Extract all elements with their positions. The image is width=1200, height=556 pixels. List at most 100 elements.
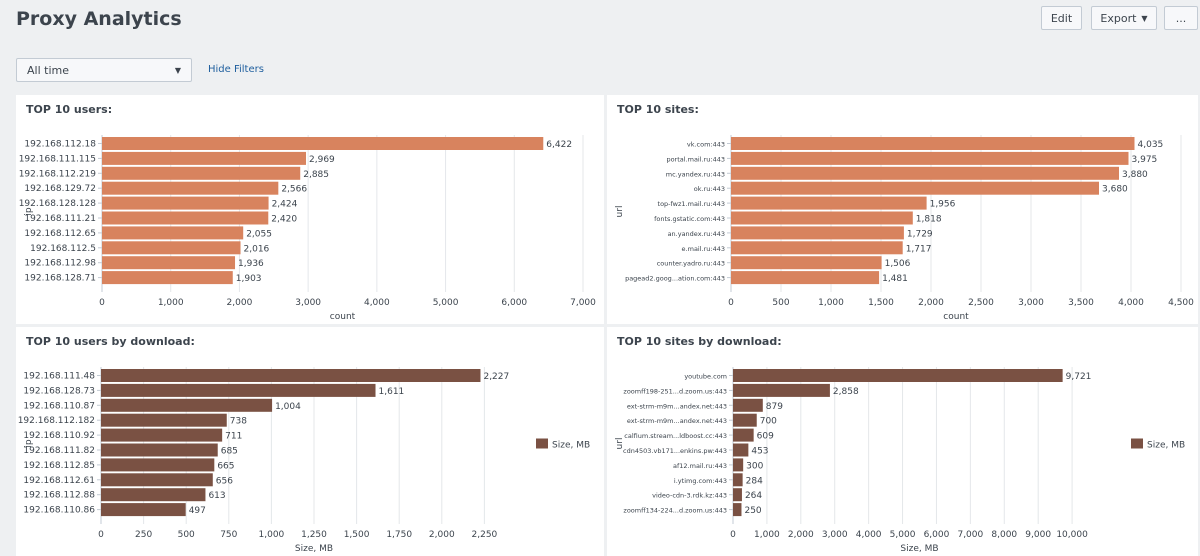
tick-label: 6,000 <box>501 298 527 308</box>
category-label: 192.168.112.85 <box>23 461 95 471</box>
tick-label: 2,000 <box>918 298 944 308</box>
category-label: ext-strm-m9m...andex.net:443 <box>627 402 727 410</box>
y-axis-title: url <box>615 438 625 450</box>
tick-label: 3,000 <box>822 530 848 540</box>
chart-top-users-download: 0 250 500 750 1,000 1,250 1,500 1,750 2,000 2,250… <box>18 367 590 554</box>
chart-bar <box>731 151 1129 165</box>
panel-title: TOP 10 users: <box>26 103 113 116</box>
tick-label: 2,000 <box>788 530 814 540</box>
edit-button-label: Edit <box>1050 11 1073 25</box>
category-label: 192.168.112.65 <box>24 229 96 239</box>
chart-bar <box>731 181 1099 195</box>
chart-bar <box>733 458 744 472</box>
panel-title: TOP 10 sites: <box>617 103 699 116</box>
category-label: ok.ru:443 <box>694 185 725 193</box>
time-range-value: All time <box>27 63 69 77</box>
chart-bar <box>733 488 742 502</box>
chart-bar <box>102 151 307 165</box>
legend-swatch <box>536 438 548 449</box>
data-label: 1,956 <box>930 200 956 210</box>
data-label: 1,729 <box>907 229 933 239</box>
chart-bar <box>101 458 215 472</box>
category-label: zoomff198-251...d.zoom.us:443 <box>623 387 727 395</box>
category-label: video-cdn-3.rdk.kz:443 <box>652 492 727 500</box>
tick-label: 9,000 <box>1025 530 1051 540</box>
caret-down-icon: ▼ <box>1141 13 1148 23</box>
chart-bar <box>101 443 218 457</box>
data-label: 1,903 <box>236 274 262 284</box>
data-label: 300 <box>746 461 763 471</box>
data-label: 1,717 <box>906 244 932 254</box>
data-label: 685 <box>221 447 238 457</box>
chart-bar <box>733 369 1063 382</box>
category-label: 192.168.112.88 <box>23 491 95 501</box>
tick-label: 4,000 <box>364 298 390 308</box>
category-label: 192.168.111.115 <box>19 154 96 164</box>
chart-bar <box>733 443 749 457</box>
data-label: 3,680 <box>1102 185 1128 195</box>
data-label: 2,424 <box>272 200 298 210</box>
x-axis-title: count <box>943 312 969 322</box>
chart-top-sites: 0 500 1,000 1,500 2,000 2,500 3,000 3,500 4,000 4… <box>615 135 1194 322</box>
data-label: 250 <box>744 506 761 516</box>
y-axis-title: url <box>615 206 625 218</box>
tick-label: 2,000 <box>227 298 253 308</box>
data-label: 656 <box>216 476 233 486</box>
data-label: 1,936 <box>238 259 264 269</box>
tick-label: 2,000 <box>429 530 455 540</box>
tick-label: 1,000 <box>259 530 285 540</box>
chart-bar <box>731 226 904 240</box>
chart-bar <box>731 137 1135 150</box>
data-label: 2,420 <box>271 215 297 225</box>
data-label: 609 <box>757 432 774 442</box>
data-label: 497 <box>189 506 206 516</box>
time-range-select[interactable]: All time ▼ <box>16 58 192 82</box>
category-label: 192.168.128.73 <box>23 386 95 396</box>
data-label: 665 <box>217 461 234 471</box>
data-label: 4,035 <box>1138 140 1164 150</box>
category-label: 192.168.110.86 <box>23 506 95 516</box>
x-axis-title: Size, MB <box>295 544 333 554</box>
data-label: 284 <box>746 476 763 486</box>
chart-bar <box>101 428 223 442</box>
data-label: 9,721 <box>1066 372 1092 382</box>
category-label: ext-strm-m9m...andex.net:443 <box>627 417 727 425</box>
tick-label: 2,500 <box>968 298 994 308</box>
category-label: fonts.gstatic.com:443 <box>654 215 725 223</box>
tick-label: 1,000 <box>754 530 780 540</box>
export-button-label: Export <box>1100 11 1137 25</box>
tick-label: 0 <box>99 298 105 308</box>
data-label: 2,858 <box>833 387 859 397</box>
export-button[interactable]: Export ▼ <box>1091 6 1157 30</box>
data-label: 613 <box>208 491 225 501</box>
chart-bar <box>731 211 913 225</box>
tick-label: 4,000 <box>856 530 882 540</box>
tick-label: 0 <box>98 530 104 540</box>
data-label: 1,818 <box>916 215 942 225</box>
tick-label: 7,000 <box>957 530 983 540</box>
hide-filters-link[interactable]: Hide Filters <box>208 64 264 75</box>
data-label: 2,969 <box>309 155 335 165</box>
more-button[interactable]: ... <box>1164 6 1198 30</box>
data-label: 2,227 <box>483 372 509 382</box>
edit-button[interactable]: Edit <box>1041 6 1082 30</box>
chart-top-sites-download: 0 1,000 2,000 3,000 4,000 5,000 6,000 7,000 8,00… <box>615 367 1185 554</box>
category-label: e.mail.ru:443 <box>682 245 725 253</box>
chart-bar <box>101 413 227 427</box>
chart-bar <box>731 241 903 255</box>
chart-bar <box>102 181 279 195</box>
category-label: 192.168.112.18 <box>24 140 96 150</box>
tick-label: 0 <box>730 530 736 540</box>
category-label: pagead2.goog...ation.com:443 <box>625 275 725 283</box>
data-label: 700 <box>760 417 777 427</box>
chart-top-users: 0 1,000 2,000 3,000 4,000 5,000 6,000 7,000 192.… <box>19 135 596 322</box>
chart-bar <box>731 166 1119 180</box>
chart-bar <box>731 271 880 285</box>
tick-label: 5,000 <box>433 298 459 308</box>
chart-bar <box>102 137 544 150</box>
tick-label: 8,000 <box>991 530 1017 540</box>
category-label: i.ytimg.com:443 <box>674 477 727 485</box>
chart-bar <box>102 226 244 240</box>
category-label: 192.168.128.128 <box>19 199 97 209</box>
data-label: 2,566 <box>281 185 307 195</box>
